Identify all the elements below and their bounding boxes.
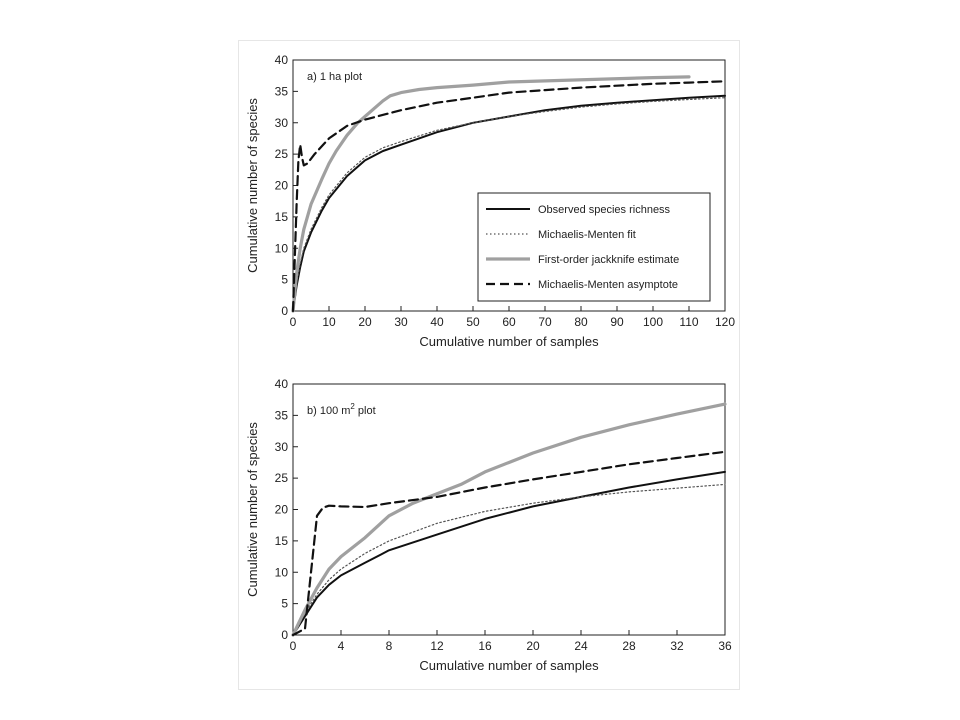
legend-box	[477, 192, 711, 302]
x-tick-label: 4	[338, 639, 345, 653]
panel-label-suffix: plot	[355, 405, 376, 417]
legend-label: Michaelis-Menten fit	[538, 229, 636, 241]
x-tick-label: 50	[466, 315, 480, 329]
x-axis-label: Cumulative number of samples	[419, 658, 599, 673]
x-tick-label: 10	[322, 315, 336, 329]
y-axis-label: Cumulative number of species	[245, 422, 260, 597]
x-tick-label: 36	[718, 639, 732, 653]
legend: Observed species richness Michaelis-Mente…	[477, 192, 711, 302]
x-tick-label: 20	[358, 315, 372, 329]
panel-label-prefix: b) 100 m	[307, 405, 350, 417]
legend-label: Michaelis-Menten asymptote	[538, 279, 678, 291]
y-tick-label: 10	[275, 565, 289, 579]
y-tick-label: 15	[275, 210, 289, 224]
y-tick-label: 40	[275, 53, 289, 67]
x-tick-label: 32	[670, 639, 684, 653]
x-tick-label: 28	[622, 639, 636, 653]
y-tick-label: 25	[275, 147, 289, 161]
series-line-first-order-jackknife-estimate	[291, 75, 691, 313]
plot-frame	[292, 383, 726, 636]
legend-label: First-order jackknife estimate	[538, 254, 679, 266]
y-tick-label: 0	[281, 304, 288, 318]
y-tick-label: 40	[275, 377, 289, 391]
x-tick-label: 110	[679, 315, 698, 329]
series-line-michaelis-menten-asymptote	[291, 450, 727, 637]
x-tick-label: 0	[290, 315, 297, 329]
x-tick-label: 20	[526, 639, 540, 653]
y-tick-label: 15	[275, 534, 289, 548]
legend-label: Observed species richness	[538, 204, 671, 216]
y-tick-label: 30	[275, 116, 289, 130]
panel-label-sup: 2	[350, 402, 355, 411]
y-tick-label: 0	[281, 628, 288, 642]
x-tick-label: 120	[715, 315, 735, 329]
figure: 0 5 10 15 20 25 30 35 40 0 10 20 30 40 50 60 70 80 90 100 11…	[238, 40, 740, 690]
y-tick-label: 35	[275, 84, 289, 98]
panel-label: a) 1 ha plot	[307, 71, 362, 83]
y-tick-label: 5	[281, 597, 288, 611]
x-tick-label: 24	[574, 639, 588, 653]
panel-a: 0 5 10 15 20 25 30 35 40 0 10 20 30 40 50 60 70 80 90 100 11…	[245, 53, 735, 349]
panel-b: 0 5 10 15 20 25 30 35 40 0 4 8 12 16 20 24 28 32 36 Cumulat…	[245, 377, 732, 673]
series-line-michaelis-menten-fit	[292, 483, 726, 636]
y-axis-label: Cumulative number of species	[245, 98, 260, 273]
y-tick-label: 10	[275, 241, 289, 255]
series-line-observed-species-richness	[292, 470, 726, 636]
x-tick-label: 100	[643, 315, 663, 329]
panel-label: b) 100 m2 plot	[307, 402, 376, 417]
y-tick-label: 20	[275, 503, 289, 517]
x-tick-label: 12	[430, 639, 444, 653]
y-tick-label: 5	[281, 273, 288, 287]
series-line-michaelis-menten-asymptote	[291, 80, 727, 313]
x-tick-label: 90	[610, 315, 624, 329]
x-tick-label: 70	[538, 315, 552, 329]
y-tick-label: 35	[275, 408, 289, 422]
series-line-observed-species-richness	[292, 94, 726, 312]
x-axis-label: Cumulative number of samples	[419, 334, 599, 349]
x-tick-label: 60	[502, 315, 516, 329]
x-tick-label: 16	[478, 639, 492, 653]
x-tick-label: 8	[386, 639, 393, 653]
series-line-michaelis-menten-fit	[292, 97, 726, 312]
y-tick-label: 20	[275, 179, 289, 193]
x-tick-label: 0	[290, 639, 297, 653]
x-tick-label: 80	[574, 315, 588, 329]
y-tick-label: 25	[275, 471, 289, 485]
x-tick-label: 40	[430, 315, 444, 329]
y-tick-label: 30	[275, 440, 289, 454]
series-line-first-order-jackknife-estimate	[291, 402, 727, 637]
x-tick-label: 30	[394, 315, 408, 329]
